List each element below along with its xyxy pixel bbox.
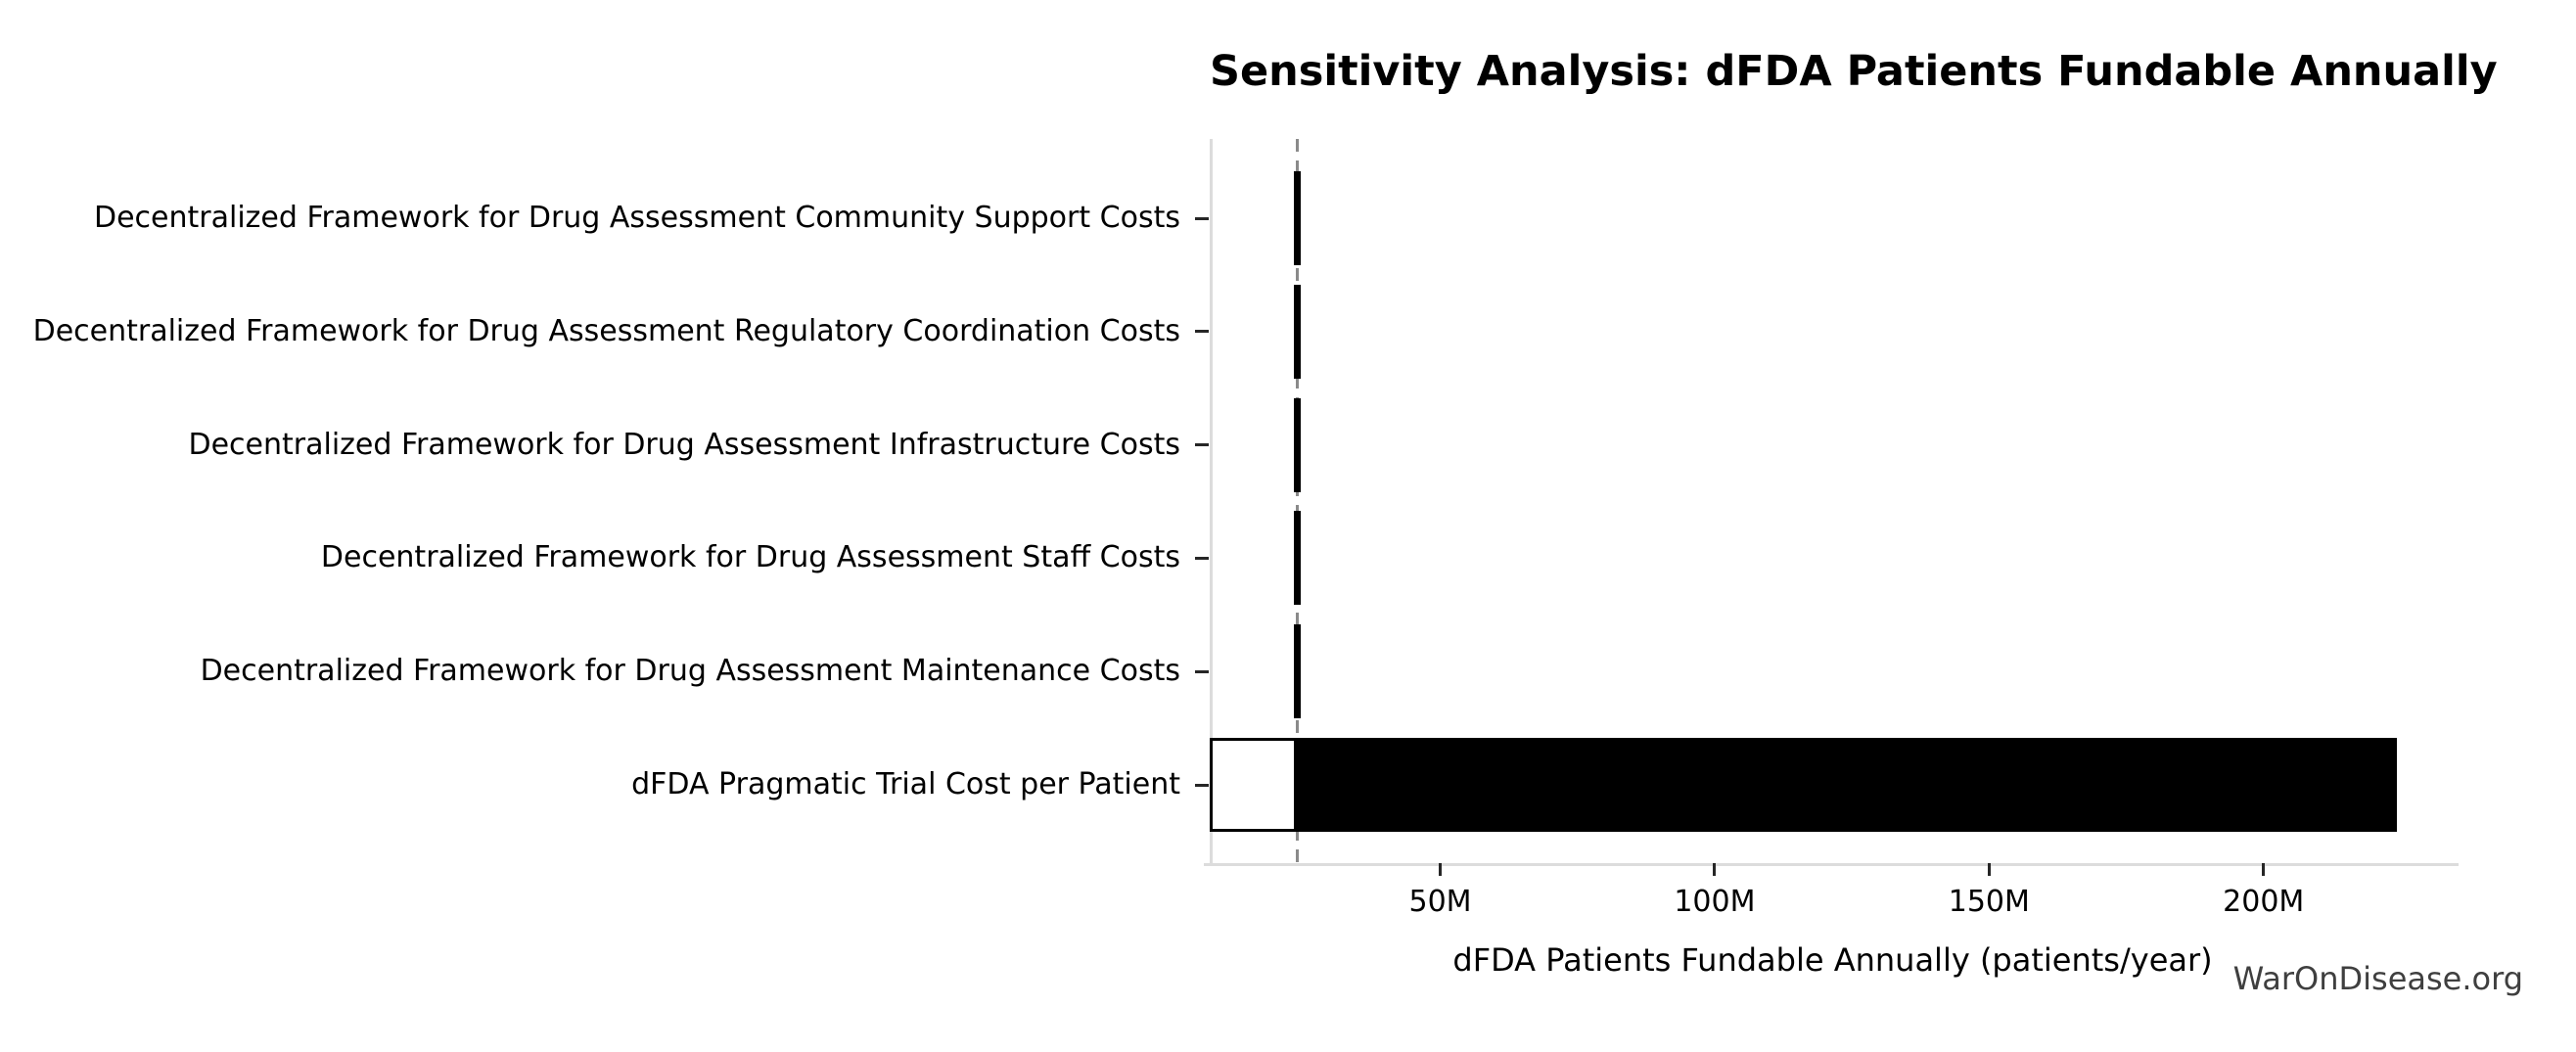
bar-high-segment: [1297, 397, 1301, 492]
y-axis-label: Decentralized Framework for Drug Assessm…: [32, 313, 1180, 348]
y-axis-label: Decentralized Framework for Drug Assessm…: [188, 427, 1180, 462]
y-axis-label: Decentralized Framework for Drug Assessm…: [94, 201, 1180, 235]
x-axis-spine: [1204, 863, 2459, 866]
x-axis-tick: [1713, 863, 1717, 876]
x-axis-tick-label: 150M: [1948, 885, 2030, 919]
watermark-text: WarOnDisease.org: [2232, 960, 2523, 997]
bar-high-segment: [1297, 171, 1301, 265]
chart-title: Sensitivity Analysis: dFDA Patients Fund…: [1210, 47, 2498, 96]
x-axis-tick-label: 200M: [2223, 885, 2305, 919]
bar-high-segment: [1297, 624, 1301, 719]
y-axis-label: Decentralized Framework for Drug Assessm…: [320, 540, 1180, 575]
bar-high-segment: [1297, 738, 2397, 832]
bar-high-segment: [1297, 284, 1301, 379]
x-axis-tick: [1987, 863, 1991, 876]
y-axis-tick: [1195, 330, 1209, 334]
x-axis-title: dFDA Patients Fundable Annually (patient…: [1452, 941, 2213, 979]
x-axis-tick-label: 100M: [1674, 885, 1756, 919]
y-axis-tick: [1195, 216, 1209, 220]
y-axis-tick: [1195, 443, 1209, 447]
y-axis-label: dFDA Pragmatic Trial Cost per Patient: [631, 767, 1180, 801]
x-axis-tick-label: 50M: [1408, 885, 1472, 919]
y-axis-label: Decentralized Framework for Drug Assessm…: [200, 654, 1180, 689]
x-axis-tick: [2262, 863, 2266, 876]
y-axis-tick: [1195, 669, 1209, 673]
bar-low-segment: [1210, 738, 1298, 832]
y-axis-tick: [1195, 556, 1209, 560]
y-axis-spine: [1210, 139, 1213, 863]
baseline-reference-line: [1295, 139, 1299, 863]
y-axis-tick: [1195, 783, 1209, 787]
x-axis-tick: [1439, 863, 1443, 876]
bar-high-segment: [1297, 511, 1301, 606]
